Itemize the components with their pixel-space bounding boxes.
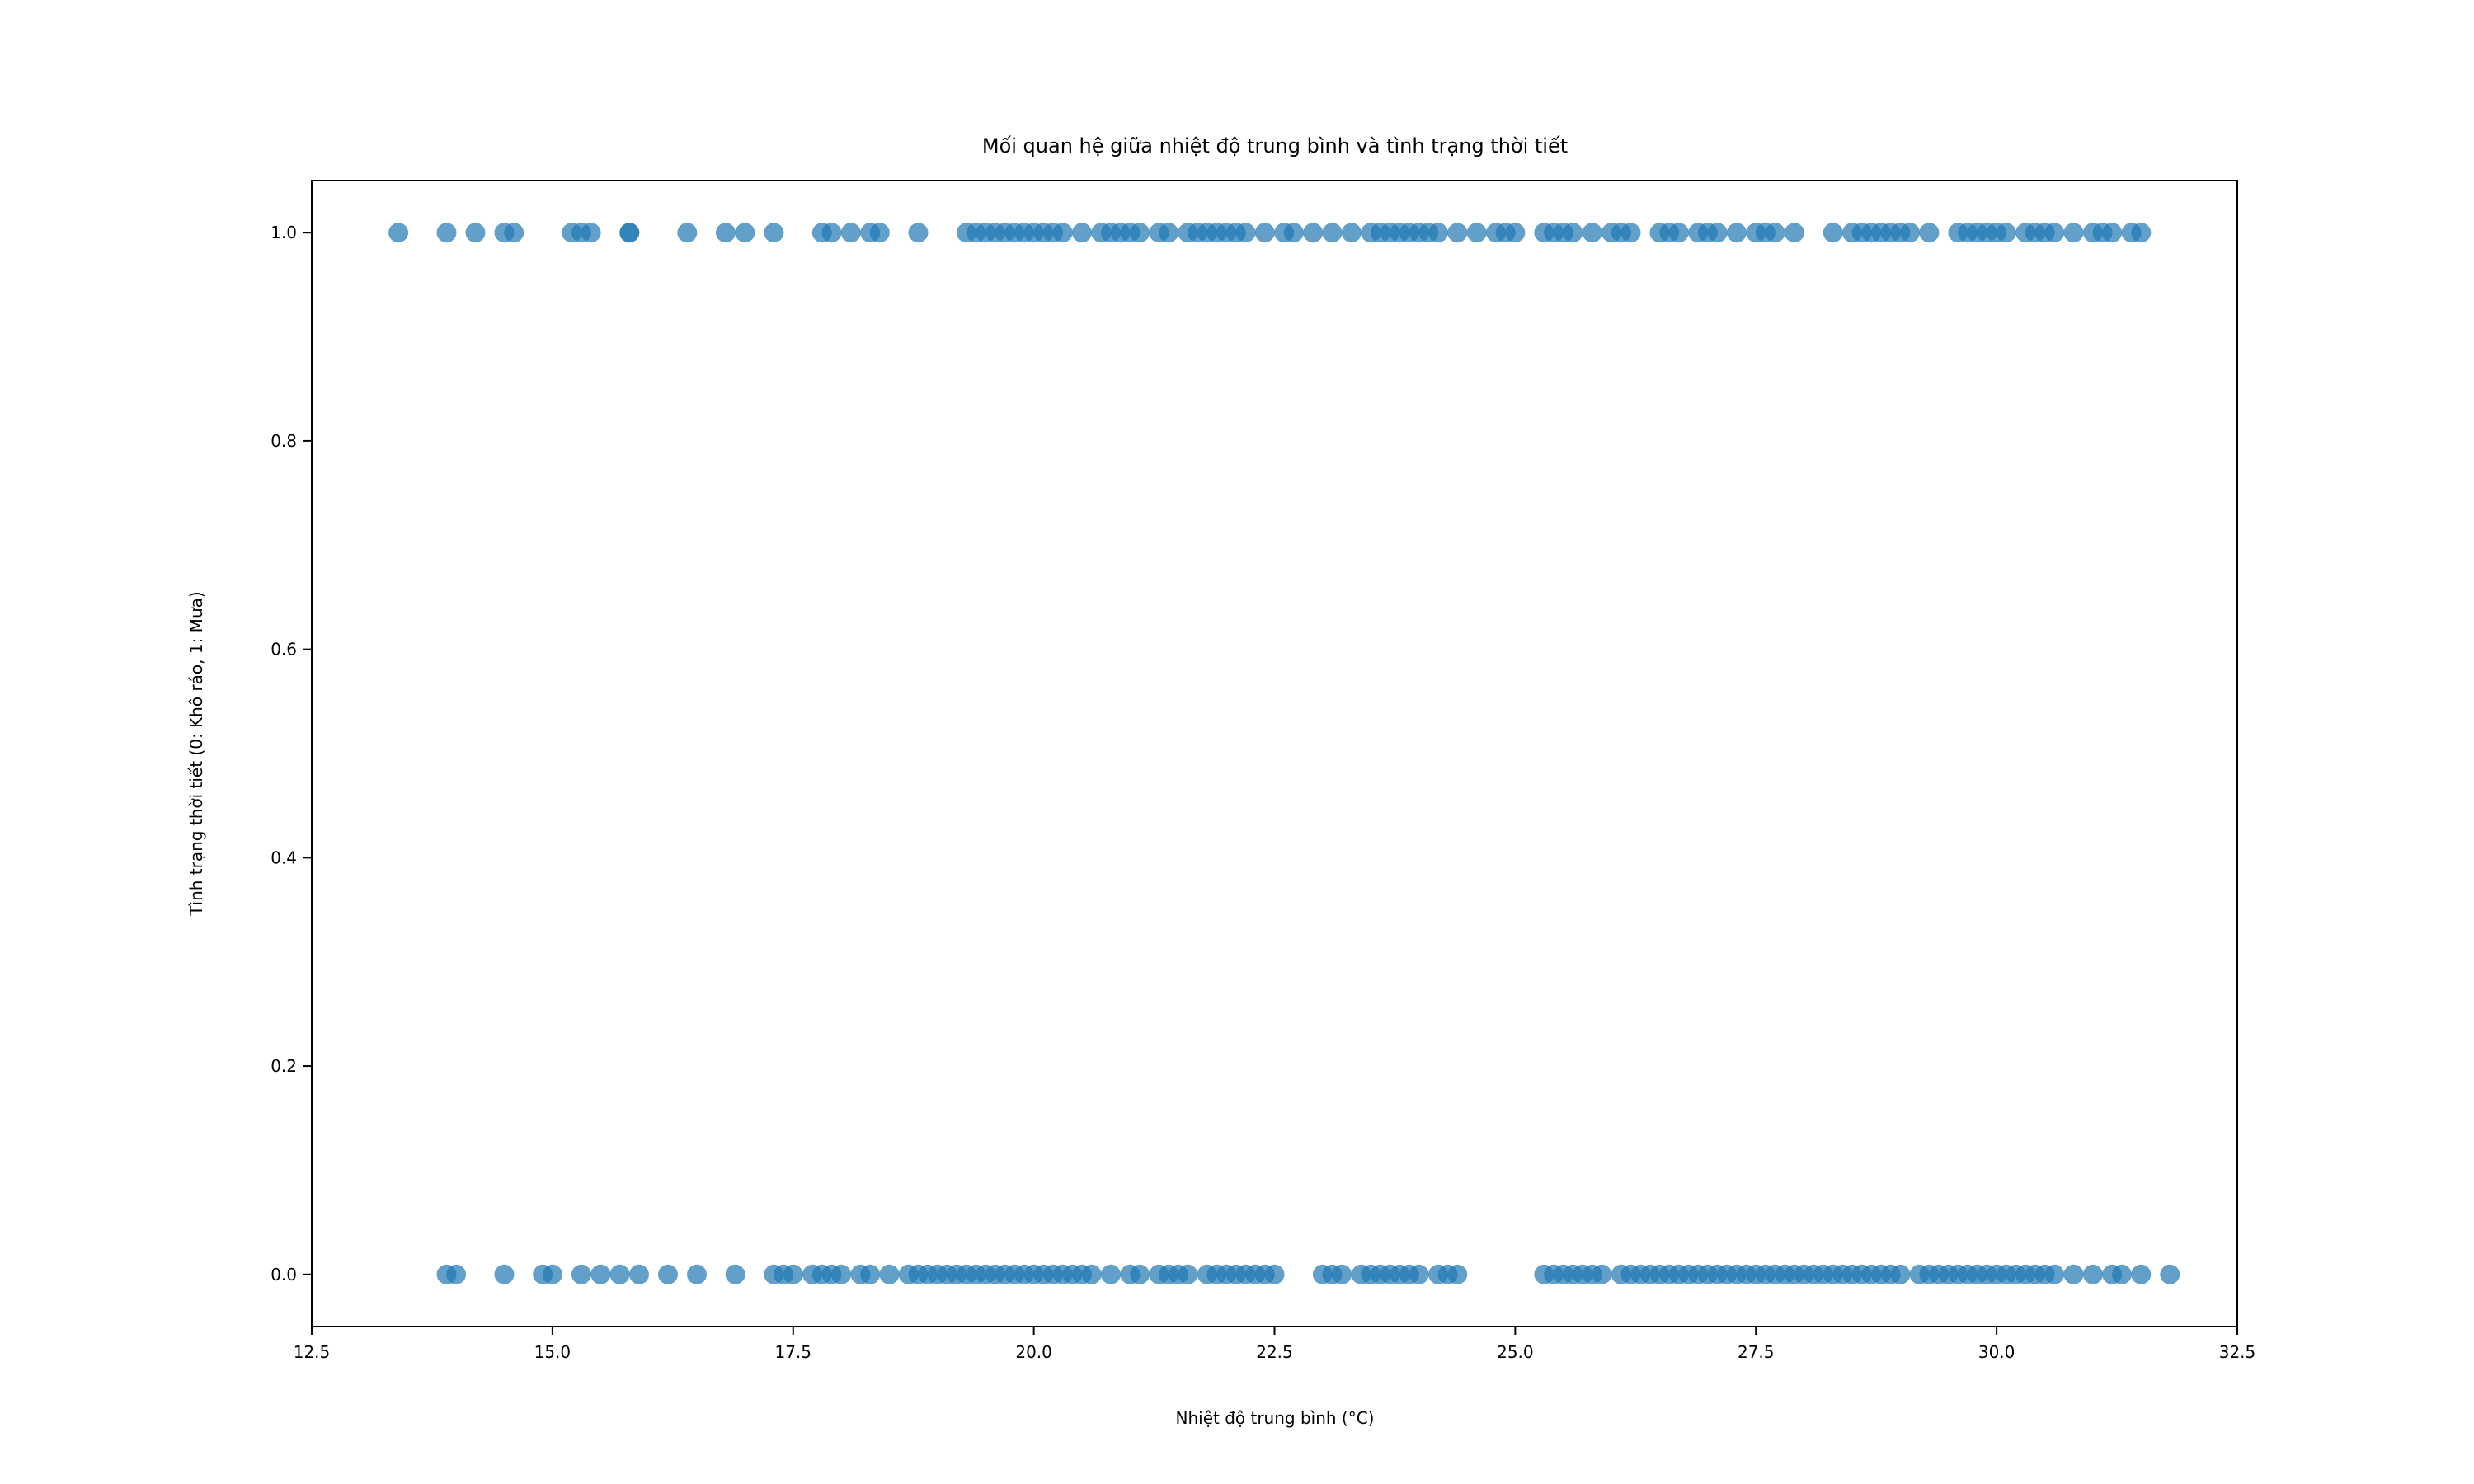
data-point	[821, 223, 842, 243]
x-tick-label: 22.5	[1256, 1342, 1293, 1362]
data-point	[2044, 1264, 2065, 1284]
data-point	[1620, 223, 1641, 243]
data-point	[436, 223, 457, 243]
data-point	[504, 223, 524, 243]
data-point	[590, 1264, 611, 1284]
data-point	[1668, 223, 1689, 243]
x-tick-label: 25.0	[1497, 1342, 1534, 1362]
y-tick-label: 0.8	[270, 431, 297, 451]
data-point	[2160, 1264, 2180, 1284]
data-point	[1283, 223, 1304, 243]
data-point	[735, 223, 755, 243]
y-tick-label: 0.6	[270, 640, 297, 660]
data-point	[542, 1264, 562, 1284]
data-point	[879, 1264, 900, 1284]
y-axis-label: Tình trạng thời tiết (0: Khô ráo, 1: Mưa…	[186, 591, 206, 916]
data-point	[658, 1264, 678, 1284]
data-point	[1900, 223, 1921, 243]
data-point	[1563, 223, 1583, 243]
data-point	[860, 1264, 881, 1284]
data-point	[716, 223, 736, 243]
data-point	[1447, 223, 1468, 243]
data-point	[494, 1264, 515, 1284]
data-point	[465, 223, 486, 243]
x-tick-label: 17.5	[774, 1342, 811, 1362]
data-point	[609, 1264, 630, 1284]
data-point	[1582, 223, 1602, 243]
data-point	[1784, 223, 1804, 243]
y-axis-ticks: 0.0 0.2 0.4 0.6 0.8 1.0	[270, 223, 312, 1284]
data-point	[1823, 223, 1843, 243]
data-point	[725, 1264, 745, 1284]
data-point	[581, 223, 601, 243]
chart-title: Mối quan hệ giữa nhiệt độ trung bình và …	[982, 134, 1568, 157]
data-point	[831, 1264, 852, 1284]
data-point	[1409, 1264, 1429, 1284]
data-point	[908, 223, 929, 243]
data-point	[1996, 223, 2016, 243]
y-tick-label: 0.4	[270, 848, 297, 867]
data-point	[1254, 223, 1275, 243]
data-point	[1447, 1264, 1468, 1284]
data-point	[2131, 223, 2152, 243]
data-point	[1130, 1264, 1150, 1284]
x-axis-ticks: 12.5 15.0 17.5 20.0 22.5 25.0 27.5 30.0 32.5	[294, 1327, 2256, 1362]
y-tick-label: 0.2	[270, 1056, 297, 1076]
data-point	[1159, 223, 1179, 243]
x-tick-label: 12.5	[294, 1342, 331, 1362]
x-tick-label: 30.0	[1978, 1342, 2015, 1362]
data-point	[388, 223, 409, 243]
data-point	[1726, 223, 1747, 243]
data-point	[2111, 1264, 2132, 1284]
data-point	[783, 1264, 803, 1284]
data-point	[2044, 223, 2065, 243]
data-point	[1052, 223, 1073, 243]
data-point	[619, 223, 640, 243]
data-point	[1428, 223, 1448, 243]
data-point	[1466, 223, 1487, 243]
data-point	[1341, 223, 1362, 243]
data-point	[869, 223, 890, 243]
data-point	[2102, 223, 2123, 243]
data-point	[1235, 223, 1256, 243]
data-point	[764, 223, 784, 243]
data-point	[1505, 223, 1526, 243]
data-point	[2082, 1264, 2103, 1284]
data-point	[2063, 223, 2084, 243]
x-tick-label: 20.0	[1015, 1342, 1052, 1362]
data-points	[388, 223, 2180, 1284]
y-tick-label: 1.0	[270, 223, 297, 242]
data-point	[629, 1264, 649, 1284]
data-point	[1101, 1264, 1121, 1284]
data-point	[1264, 1264, 1285, 1284]
x-tick-label: 32.5	[2219, 1342, 2256, 1362]
data-point	[2131, 1264, 2152, 1284]
data-point	[687, 1264, 707, 1284]
x-tick-label: 15.0	[534, 1342, 571, 1362]
data-point	[1765, 223, 1785, 243]
data-point	[1130, 223, 1150, 243]
data-point	[677, 223, 698, 243]
data-point	[2063, 1264, 2084, 1284]
x-axis-label: Nhiệt độ trung bình (°C)	[1176, 1408, 1375, 1428]
data-point	[446, 1264, 467, 1284]
data-point	[1303, 223, 1324, 243]
y-tick-label: 0.0	[270, 1265, 297, 1284]
data-point	[1919, 223, 1940, 243]
data-point	[1890, 1264, 1911, 1284]
data-point	[840, 223, 861, 243]
data-point	[1072, 223, 1092, 243]
data-point	[1081, 1264, 1102, 1284]
data-point	[1178, 1264, 1198, 1284]
data-point	[571, 1264, 591, 1284]
data-point	[1707, 223, 1728, 243]
x-tick-label: 27.5	[1738, 1342, 1775, 1362]
data-point	[1322, 223, 1343, 243]
data-point	[1332, 1264, 1352, 1284]
data-point	[1592, 1264, 1612, 1284]
